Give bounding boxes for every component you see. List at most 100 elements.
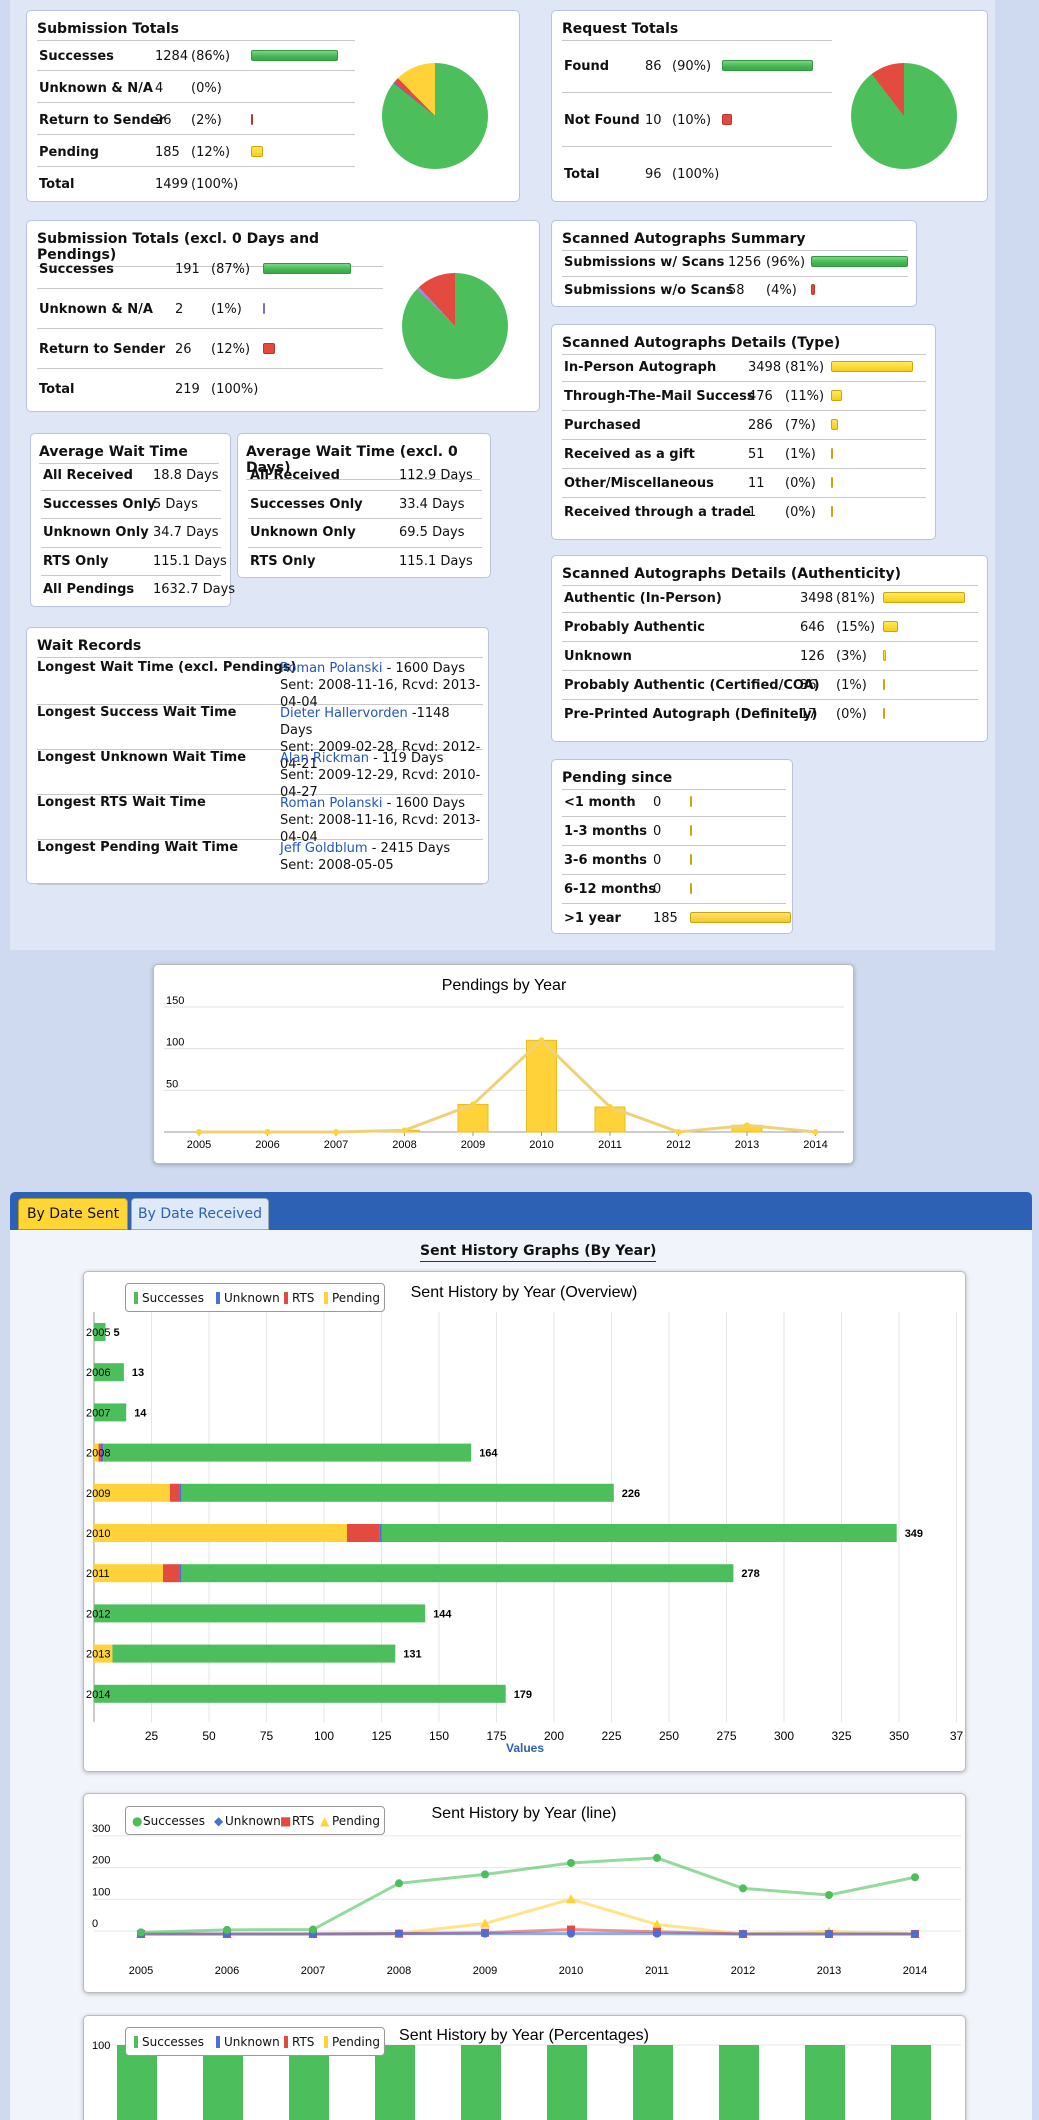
- legend-pending: Pending: [332, 2035, 380, 2049]
- percent-bar-successes: [203, 2045, 243, 2120]
- pendings-by-year-svg: Pendings by Year 150 100 50 2005 2006 2007 2008…: [164, 977, 844, 1151]
- stat-row: All Pendings 1632.7 Days: [41, 576, 235, 605]
- stat-count: 219: [175, 382, 200, 397]
- overview-bar-successes: [94, 1684, 506, 1703]
- stat-bar: [251, 146, 263, 157]
- panel-title: Submission Totals (excl. 0 Days and Pend…: [37, 231, 383, 267]
- stat-label: Received through a trade: [564, 505, 751, 520]
- stat-count: 17: [800, 707, 817, 722]
- y-tick-label: 150: [166, 995, 184, 1007]
- y-category-label: 2005: [86, 1327, 110, 1339]
- stat-value: 1632.7 Days: [153, 582, 236, 597]
- legend-successes: Successes: [142, 2035, 204, 2049]
- point-successes: [911, 1873, 919, 1882]
- stat-row: Purchased 286 (7%): [562, 411, 926, 440]
- stat-row: Successes Only 5 Days: [41, 491, 221, 519]
- overview-bar-unknown: [379, 1524, 382, 1542]
- stat-label: 6-12 months: [564, 882, 656, 897]
- stat-value: 18.8 Days: [153, 468, 219, 483]
- point-successes: [137, 1928, 145, 1937]
- overview-bar-rts: [163, 1564, 180, 1583]
- stat-count: 0: [653, 824, 662, 839]
- stat-count: 96: [645, 167, 662, 182]
- stat-value: 5 Days: [153, 496, 198, 512]
- stat-percent: (81%): [836, 591, 876, 606]
- x-tick-label: 2010: [529, 1139, 553, 1151]
- wait-record-name-link[interactable]: Roman Polanski: [280, 661, 383, 676]
- wait-record-name-link[interactable]: Roman Polanski: [280, 796, 383, 811]
- stat-row: Successes Only 33.4 Days: [248, 491, 482, 519]
- stat-count: 1284: [155, 49, 189, 64]
- wait-record-name-link[interactable]: Jeff Goldblum: [280, 841, 368, 856]
- y-category-label: 2009: [86, 1488, 110, 1500]
- stat-value: 115.1 Days: [153, 553, 227, 569]
- wait-record-dates: Sent: 2009-02-28, Rcvd: 2012-04-21: [280, 740, 481, 772]
- stat-percent: (0%): [191, 81, 222, 96]
- stat-row: Pre-Printed Autograph (Definitely) 17 (0%): [562, 700, 978, 729]
- stat-percent: (12%): [191, 145, 231, 160]
- stat-row: Not Found 10 (10%): [562, 93, 832, 147]
- legend-rts: RTS: [292, 2035, 315, 2049]
- overview-bar-unknown: [179, 1564, 182, 1583]
- stat-row: Other/Miscellaneous 11 (0%): [562, 469, 926, 498]
- point-successes: [825, 1891, 833, 1900]
- overview-bar-successes: [94, 1403, 127, 1422]
- trend-line: [199, 1038, 816, 1134]
- stat-row: RTS Only 115.1 Days: [41, 548, 227, 576]
- stat-bar: [263, 263, 351, 274]
- trend-point: [333, 1129, 339, 1135]
- x-tick-label: 2005: [187, 1139, 211, 1151]
- stat-bar: [690, 825, 692, 836]
- legend-pending-dot: ▲: [320, 1814, 330, 1828]
- stat-count: 646: [800, 620, 825, 635]
- wait-record-row: Longest Pending Wait Time Jeff Goldblum -…: [37, 840, 483, 885]
- overview-chart-svg: Sent History by Year (Overview) 25 50 75 100…: [86, 1284, 963, 1755]
- x-tick-label: 2008: [387, 1965, 411, 1977]
- y-tick-label: 100: [92, 2040, 110, 2052]
- y-category-label: 2006: [86, 1367, 110, 1379]
- stat-count: 0: [653, 853, 662, 868]
- stat-value: 33.4 Days: [399, 496, 465, 512]
- stat-label: Successes: [39, 49, 114, 64]
- stat-percent: (3%): [836, 649, 867, 664]
- stat-bar: [690, 854, 692, 865]
- legend-unknown-dot: ◆: [214, 1814, 224, 1828]
- stat-bar: [263, 343, 275, 354]
- stat-count: 1499: [155, 177, 189, 192]
- stat-label: 3-6 months: [564, 853, 647, 868]
- panel-title: Scanned Autographs Details (Type): [562, 335, 926, 355]
- stat-row: 3-6 months 0: [562, 846, 786, 875]
- stat-row: Successes 191 (87%): [37, 249, 383, 289]
- percent-bar-successes: [805, 2045, 845, 2120]
- x-tick-label: 2009: [473, 1965, 497, 1977]
- bar-total-label: 278: [741, 1568, 759, 1580]
- stat-percent: (15%): [836, 620, 876, 635]
- wait-record-row: Longest Unknown Wait Time Alan Rickman - …: [37, 750, 483, 800]
- x-tick-label: 2005: [129, 1965, 153, 1977]
- stat-bar: [690, 912, 791, 923]
- legend-successes-dot: ●: [132, 1814, 143, 1828]
- point-successes: [739, 1884, 747, 1893]
- stat-bar: [831, 477, 833, 488]
- legend-pending: Pending: [332, 1291, 380, 1305]
- request-totals-panel: Request Totals Found 86 (90%) Not Found 10 (1…: [551, 10, 988, 202]
- trend-point: [470, 1101, 476, 1108]
- wait-record-name-link[interactable]: Dieter Hallervorden: [280, 706, 408, 721]
- wait-record-value: Roman Polanski - 1600 Days Sent: 2008-11-…: [280, 795, 483, 846]
- stat-percent: (86%): [191, 49, 231, 64]
- wait-records-panel: Wait Records Longest Wait Time (excl. Pe…: [26, 627, 489, 885]
- legend-unknown: Unknown: [224, 1291, 280, 1305]
- stat-label: Total: [564, 167, 600, 182]
- stat-count: 191: [175, 262, 200, 277]
- bar-total-label: 179: [514, 1689, 532, 1701]
- x-tick-label: 175: [486, 1729, 506, 1743]
- tab-by-date-received[interactable]: By Date Received: [131, 1198, 269, 1230]
- chart-legend: Successes Unknown RTS Pending: [125, 1283, 385, 1312]
- wait-record-days: - 2415 Days: [367, 841, 451, 856]
- wait-record-label: Longest RTS Wait Time: [37, 795, 206, 810]
- wait-record-days: - 119 Days: [369, 751, 444, 766]
- average-wait-excl-panel: Average Wait Time (excl. 0 Days) All Rec…: [237, 433, 491, 578]
- tab-by-date-sent[interactable]: By Date Sent: [18, 1198, 128, 1230]
- x-tick-label: 225: [601, 1729, 621, 1743]
- wait-record-name-link[interactable]: Alan Rickman: [280, 751, 370, 766]
